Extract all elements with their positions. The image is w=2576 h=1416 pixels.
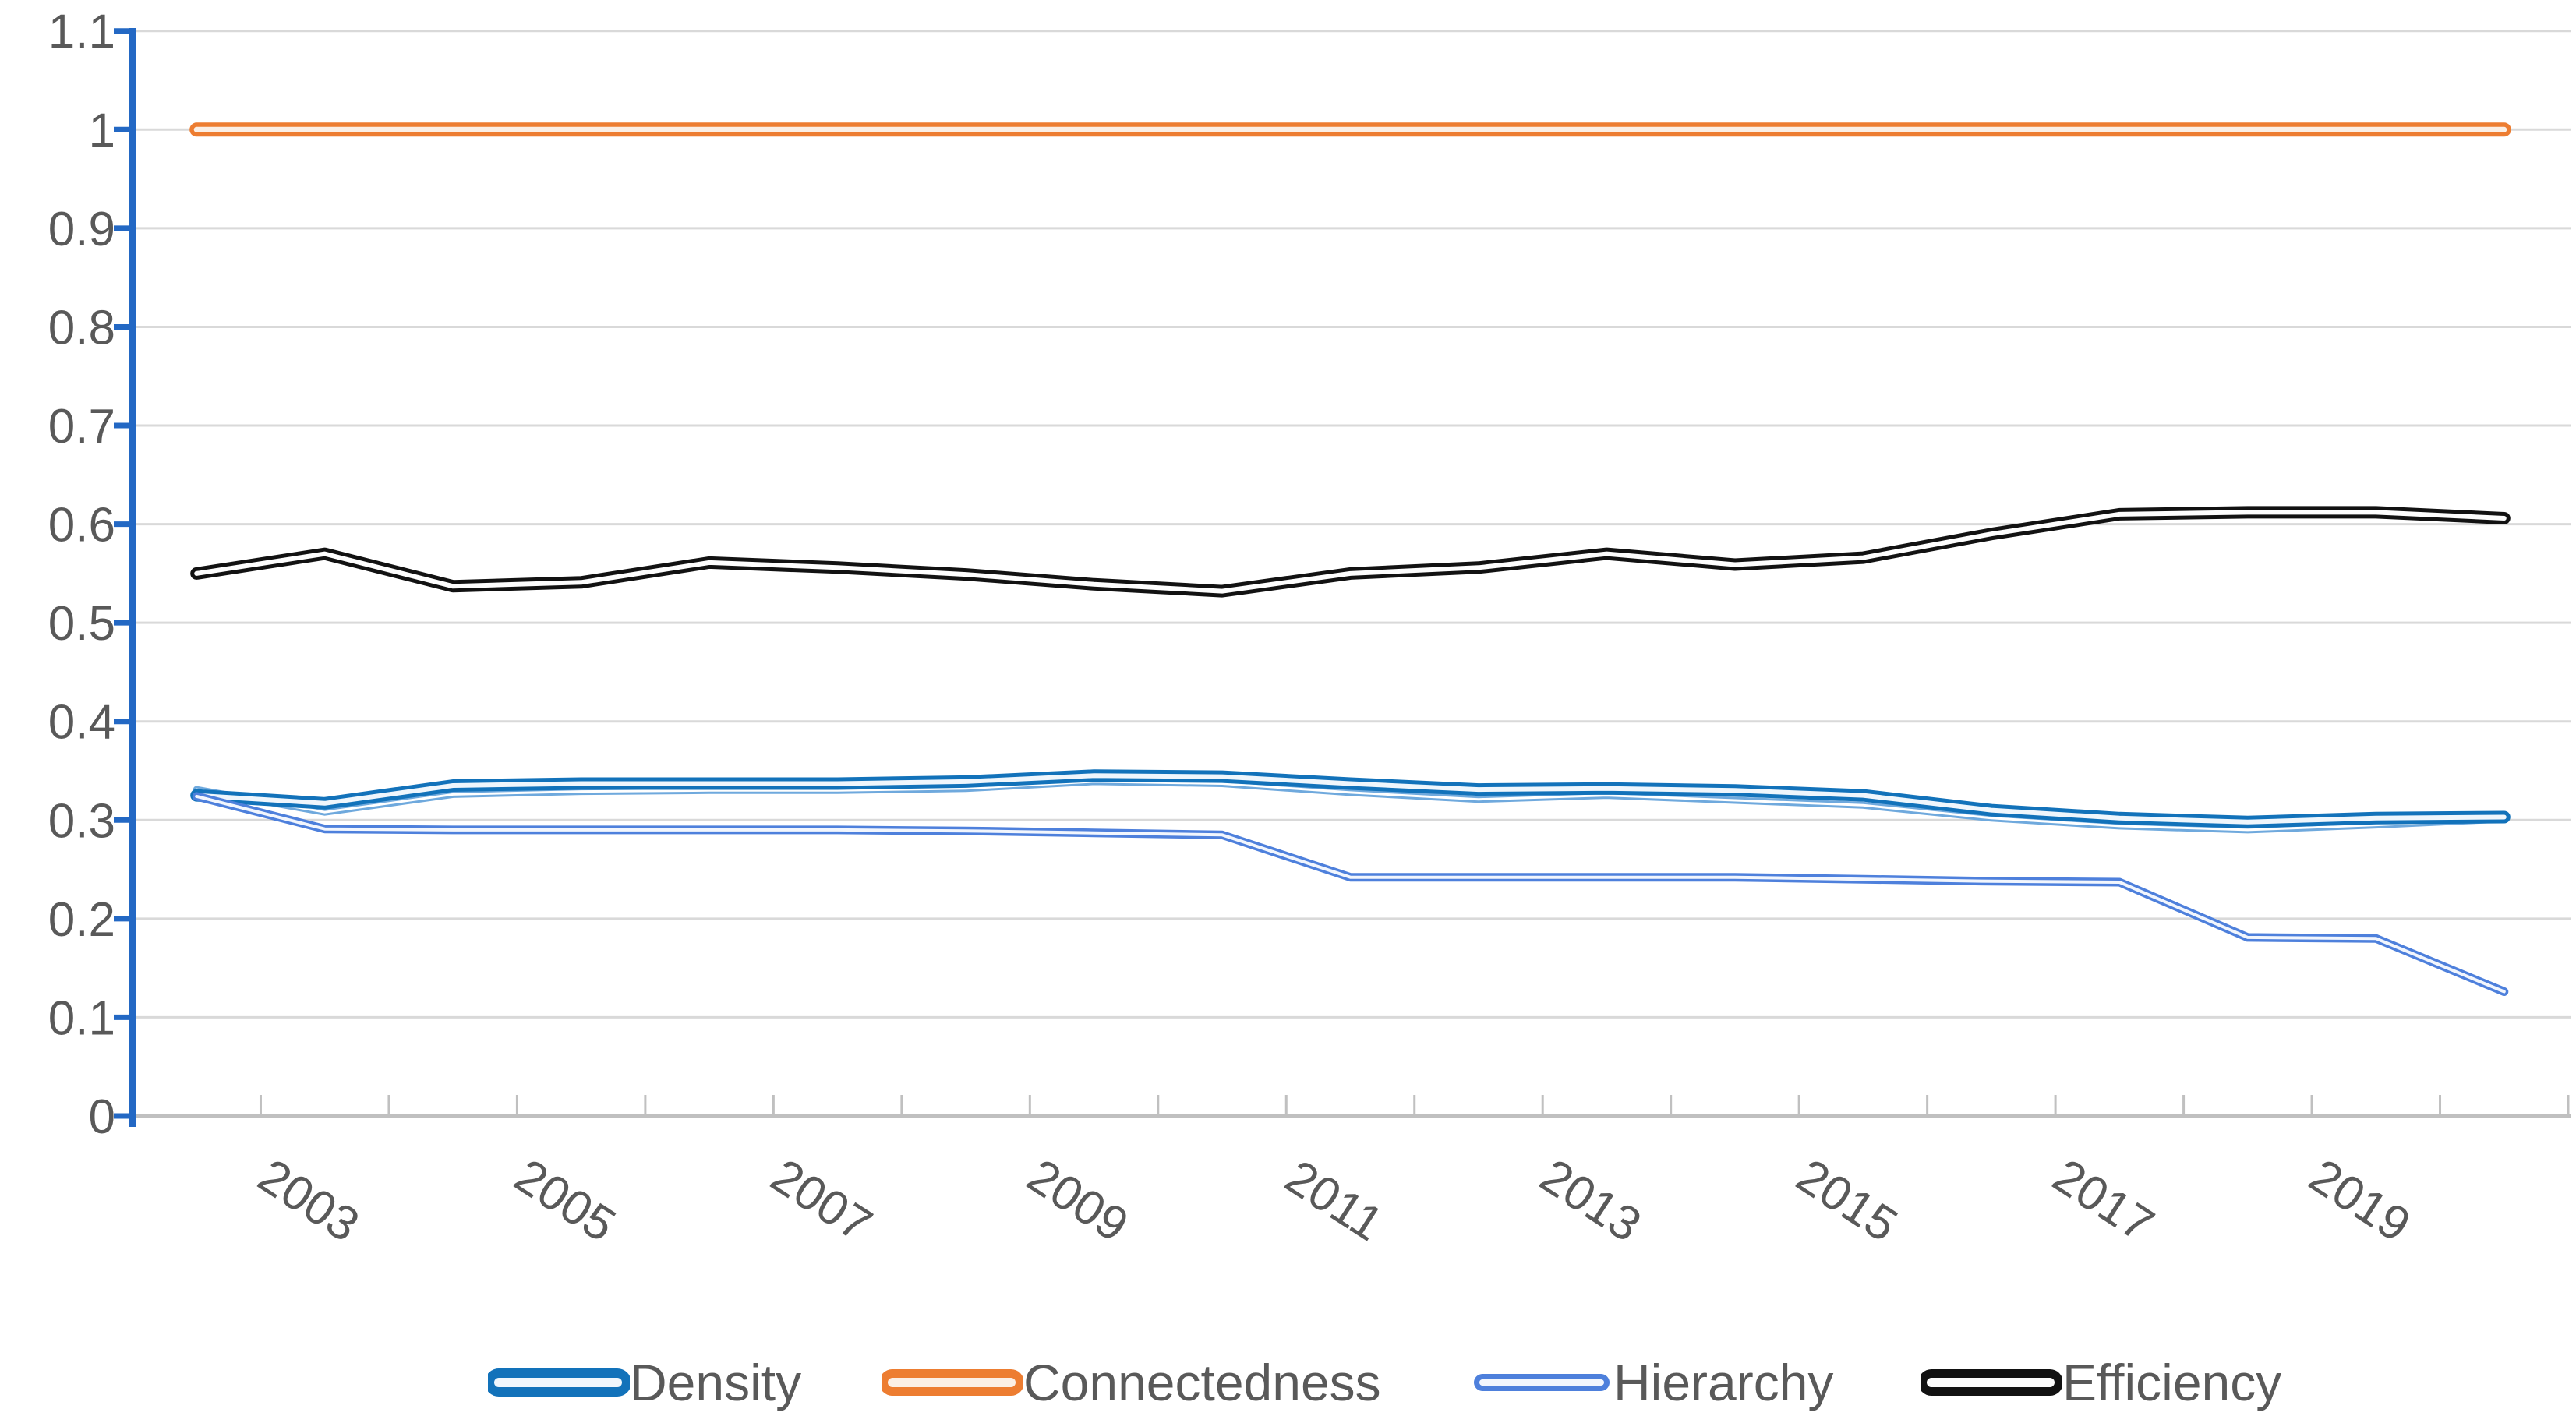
series-line-core-density-outline-stroke xyxy=(195,780,2506,832)
series-line-core-density xyxy=(194,773,2507,825)
x-tick-label: 2007 xyxy=(761,1149,881,1252)
y-tick-label: 0.4 xyxy=(48,696,115,750)
x-tick-label: 2017 xyxy=(2044,1149,2163,1252)
series-line-core-hierarchy xyxy=(195,794,2506,994)
x-tick-label: 2003 xyxy=(249,1149,368,1252)
y-tick-label: 0.5 xyxy=(48,597,115,651)
x-tick-label: 2015 xyxy=(1787,1149,1906,1252)
y-tick-label: 1.1 xyxy=(48,5,115,59)
x-tick-label: 2009 xyxy=(1018,1149,1137,1252)
x-tick-label: 2019 xyxy=(2300,1149,2419,1252)
y-tick-label: 1 xyxy=(89,104,115,157)
y-tick-label: 0.8 xyxy=(48,301,115,355)
x-tick-label: 2005 xyxy=(505,1149,624,1252)
y-tick-label: 0 xyxy=(89,1090,115,1144)
y-tick-label: 0.7 xyxy=(48,400,115,454)
y-tick-label: 0.1 xyxy=(48,991,115,1045)
x-tick-label: 2013 xyxy=(1531,1149,1650,1252)
y-tick-label: 0.2 xyxy=(48,893,115,947)
y-tick-label: 0.3 xyxy=(48,794,115,848)
x-tick-label: 2011 xyxy=(1276,1150,1392,1252)
series-line-core-efficiency xyxy=(194,510,2507,594)
y-tick-label: 0.9 xyxy=(48,203,115,256)
y-tick-label: 0.6 xyxy=(48,499,115,553)
